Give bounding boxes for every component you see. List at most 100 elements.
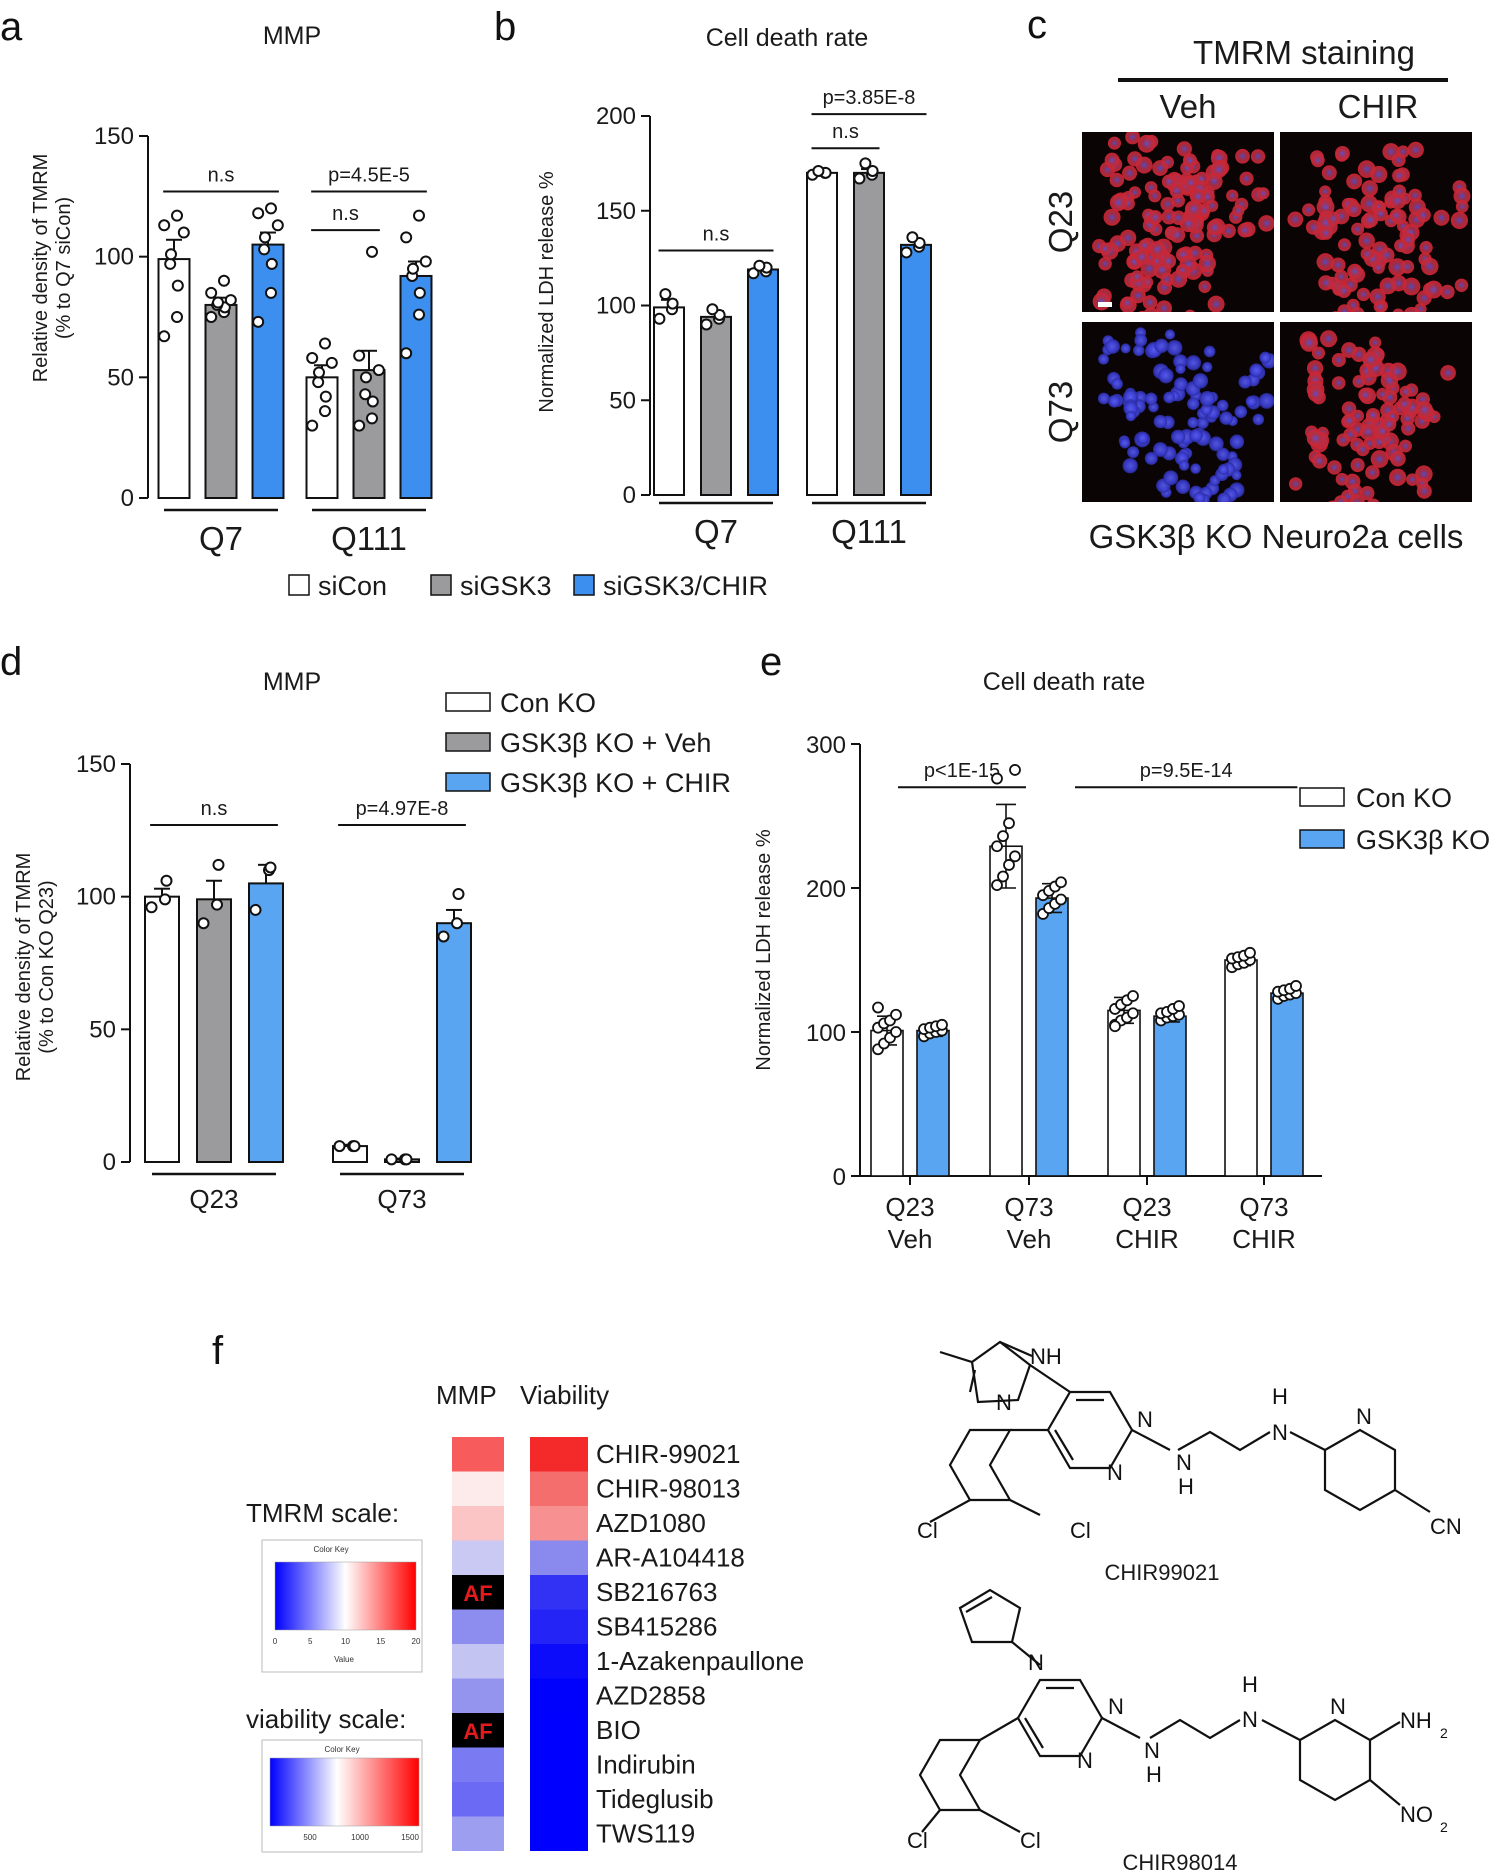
data-point — [753, 259, 766, 272]
data-point — [1127, 1007, 1139, 1020]
cell — [1249, 363, 1264, 378]
cell — [1217, 492, 1231, 502]
cell — [1231, 470, 1242, 481]
cell — [1123, 401, 1139, 416]
cell — [1190, 463, 1201, 474]
atom-nh-1: NH — [1030, 1344, 1062, 1369]
data-point — [400, 231, 413, 244]
heatmap-cell-mmp — [452, 1609, 504, 1644]
group-label: Q73 — [377, 1184, 426, 1214]
ethylene-linker-2 — [1149, 1718, 1241, 1740]
data-point — [145, 901, 158, 914]
data-point — [1009, 850, 1021, 863]
cell — [1120, 343, 1131, 354]
legend-e-item-0: Con KO — [1356, 783, 1452, 813]
atom-cl-3: Cl — [907, 1828, 928, 1853]
heatmap-cell-viability — [530, 1506, 588, 1541]
data-point — [224, 294, 237, 307]
cell — [1160, 272, 1174, 286]
chem1-name: CHIR99021 — [1105, 1560, 1220, 1585]
data-point — [1290, 980, 1302, 992]
y-tick-label: 150 — [94, 123, 134, 150]
bar — [204, 303, 238, 499]
cell — [1402, 277, 1421, 296]
data-point — [812, 164, 825, 177]
legend-d-item-2: GSK3β KO + CHIR — [500, 768, 731, 798]
panel-c-col-chir: CHIR — [1338, 88, 1419, 125]
panel-b-axes: 0 50 100 150 200 Q7 Q111 n.s n.s p=3.85E-8 — [596, 87, 927, 550]
tmrm-key-tick: 0 — [273, 1637, 278, 1646]
tmrm-key-gradient — [274, 1561, 417, 1631]
cell — [1388, 362, 1407, 381]
data-point — [218, 274, 230, 287]
y-tick-label: 100 — [596, 293, 636, 320]
bar — [399, 274, 433, 499]
nh2-bond — [1369, 1721, 1401, 1741]
cell — [1098, 257, 1112, 271]
cell — [1185, 309, 1195, 312]
bar — [144, 895, 180, 1164]
cell — [1300, 334, 1319, 352]
y-tick-label: 150 — [596, 198, 636, 225]
data-point — [906, 231, 919, 244]
data-point — [400, 1153, 413, 1166]
data-point — [1127, 990, 1139, 1002]
panel-c-caption: GSK3β KO Neuro2a cells — [1089, 518, 1464, 555]
cell — [1359, 423, 1377, 441]
aryl-bond-2 — [979, 1717, 1019, 1741]
cell — [1140, 259, 1159, 278]
cell — [1226, 189, 1239, 202]
cell — [1453, 187, 1471, 205]
cell — [1335, 472, 1349, 486]
cell — [1170, 429, 1186, 444]
cell — [1182, 153, 1197, 168]
amine-bond-3 — [1101, 1717, 1141, 1739]
cell — [1392, 168, 1406, 183]
data-point — [700, 318, 713, 331]
cell — [1259, 351, 1272, 364]
heatmap-cell-mmp — [452, 1782, 504, 1817]
data-point — [319, 390, 332, 403]
data-point — [866, 164, 879, 177]
cell — [1400, 259, 1415, 274]
data-point — [1055, 876, 1067, 889]
data-point — [264, 861, 277, 874]
cell — [1288, 477, 1303, 491]
cell — [1319, 226, 1333, 240]
data-point — [419, 255, 432, 268]
heatmap-col-mmp: MMP — [436, 1380, 497, 1410]
data-point — [452, 888, 465, 901]
bar — [653, 306, 685, 496]
cell — [1316, 198, 1335, 216]
scale-bar — [1098, 302, 1112, 307]
cell — [1250, 149, 1266, 164]
bar — [806, 171, 838, 496]
dichlorophenyl-2 — [918, 1738, 982, 1812]
cell — [1192, 373, 1209, 389]
cell — [1311, 346, 1326, 360]
panel-c-col-veh: Veh — [1160, 88, 1217, 125]
cell — [1109, 172, 1125, 188]
y-tick-label: 0 — [833, 1164, 846, 1191]
panel-b-bars — [653, 157, 932, 496]
cell — [1433, 209, 1450, 226]
heatmap-row-label: SB415286 — [596, 1612, 717, 1642]
cell — [1361, 180, 1378, 197]
cell — [1153, 414, 1168, 429]
data-point — [1009, 764, 1021, 776]
pyrimidine-ring-2 — [1016, 1678, 1104, 1758]
cell — [1196, 416, 1209, 429]
viability-key-tick: 1000 — [351, 1833, 369, 1842]
cell — [1407, 141, 1424, 159]
ethylene-linker-1 — [1177, 1430, 1271, 1452]
panel-c-label: c — [1027, 3, 1047, 47]
cell — [1153, 442, 1168, 457]
data-point — [306, 352, 319, 365]
cell — [1406, 473, 1419, 486]
legend-item-sigsk3-chir: siGSK3/CHIR — [603, 571, 768, 601]
cell — [1134, 333, 1148, 347]
heatmap-cell-viability — [530, 1540, 588, 1575]
data-point — [413, 286, 426, 299]
data-point — [706, 303, 719, 316]
panel-e-bars — [870, 764, 1304, 1177]
